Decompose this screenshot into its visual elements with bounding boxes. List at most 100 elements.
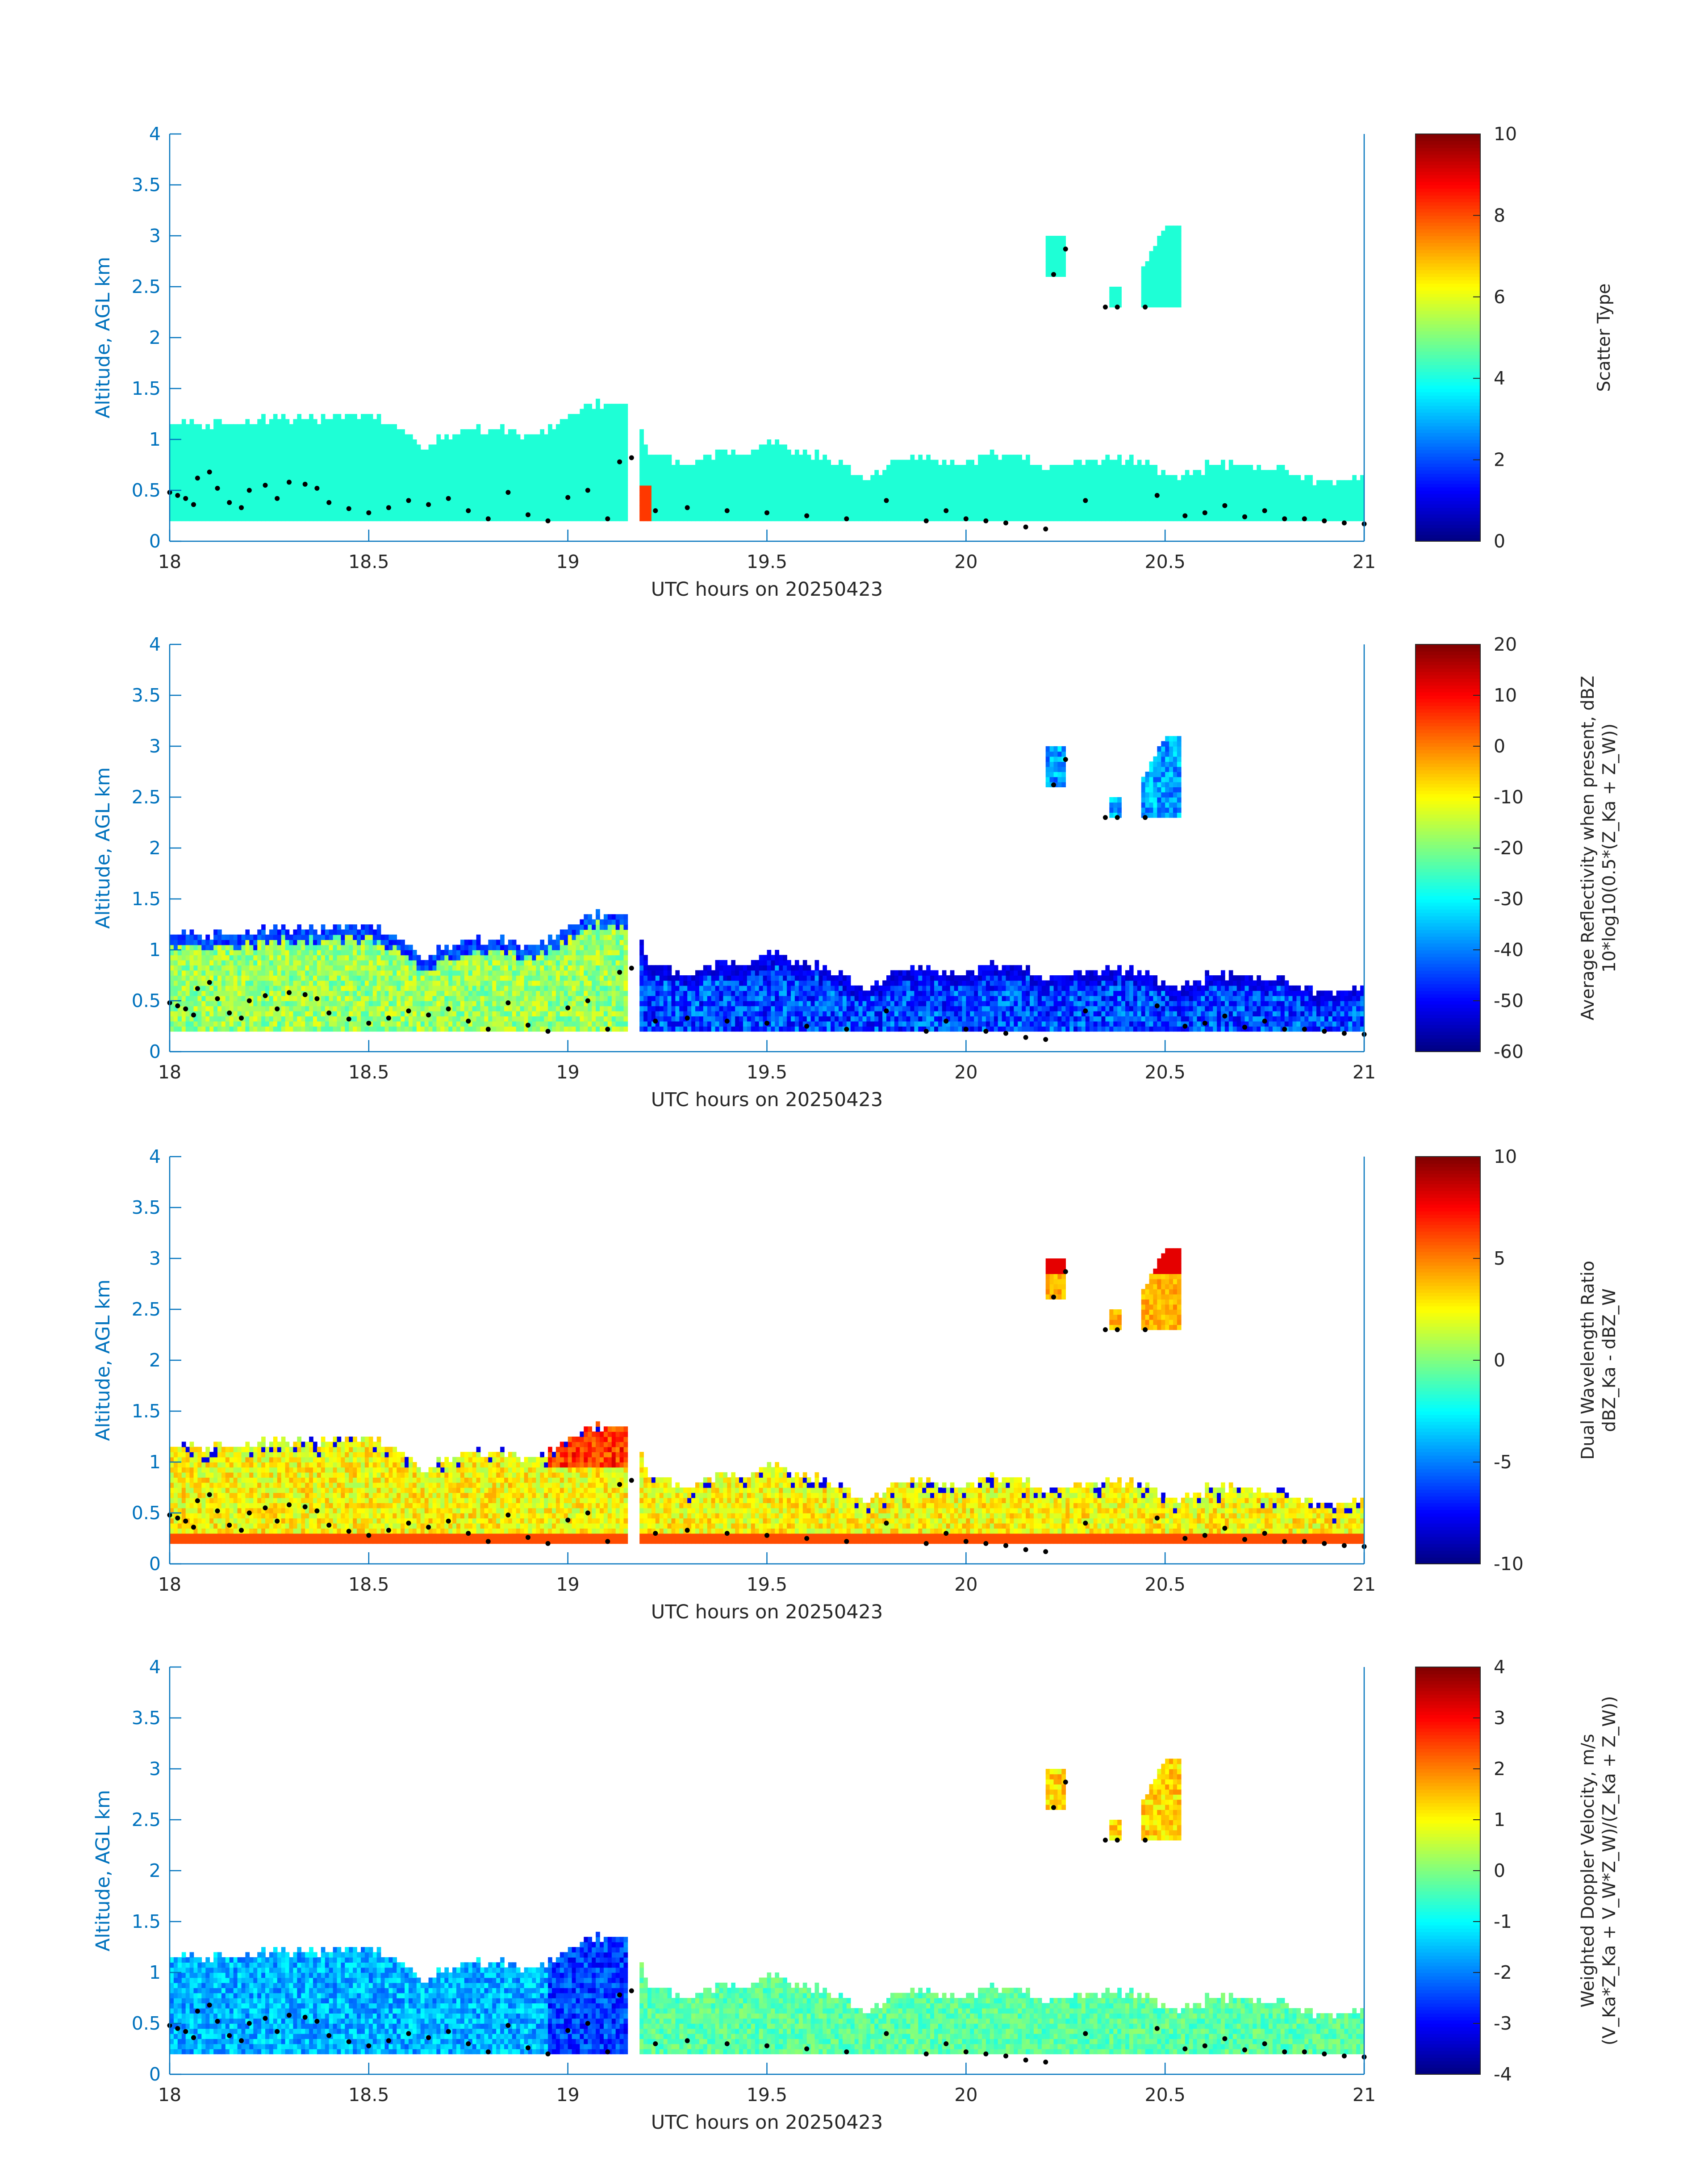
heatmap-cell [603,455,608,460]
heatmap-cell [181,434,186,440]
heatmap-cell [814,510,819,516]
heatmap-cell [1109,485,1114,491]
heatmap-cell [237,434,242,440]
heatmap-cell [667,516,672,522]
heatmap-cell [273,429,278,435]
heatmap-cell [436,475,441,481]
heatmap-cell [540,470,544,476]
heatmap-cell [990,495,994,501]
heatmap-cell [1089,470,1094,476]
heatmap-cell [942,470,947,476]
heatmap-cell [596,444,600,450]
heatmap-cell [914,475,919,481]
heatmap-cell [1332,485,1337,491]
heatmap-cell [1157,485,1161,491]
heatmap-cell [1157,500,1161,506]
heatmap-cell [1010,455,1015,460]
heatmap-cell [691,516,696,522]
heatmap-cell [229,480,234,486]
heatmap-cell [333,419,338,425]
heatmap-cell [814,500,819,506]
heatmap-cell [1030,465,1034,471]
heatmap-cell [1165,506,1169,511]
heatmap-cell [173,990,178,996]
heatmap-cell [1085,510,1090,516]
heatmap-cell [978,516,982,522]
heatmap-cell [1022,516,1026,522]
heatmap-cell [508,485,513,491]
heatmap-cell [1022,480,1026,486]
heatmap-cell [512,475,517,481]
heatmap-cell [205,449,210,455]
heatmap-cell [353,475,357,481]
heatmap-cell [898,500,903,506]
heatmap-cell [384,485,389,491]
heatmap-cell [440,465,445,471]
heatmap-cell [1224,480,1229,486]
heatmap-cell [922,485,927,491]
heatmap-cell [1265,516,1269,522]
heatmap-cell [596,480,600,486]
heatmap-cell [603,419,608,425]
heatmap-cell [1253,470,1257,476]
heatmap-cell [1253,506,1257,511]
heatmap-cell [504,460,509,465]
colorbar-swatch [1416,188,1480,192]
heatmap-cell [496,444,501,450]
heatmap-cell [655,495,660,501]
heatmap-cell [1141,500,1146,506]
heatmap-cell [225,495,230,501]
cloud-base-point [1003,520,1008,526]
heatmap-cell [651,516,656,522]
heatmap-cell [906,500,911,506]
heatmap-cell [321,429,326,435]
heatmap-cell [285,460,290,465]
heatmap-cell [173,460,178,465]
heatmap-cell [1129,490,1134,496]
heatmap-cell [1157,495,1161,501]
heatmap-cell [1213,510,1217,516]
heatmap-cell [492,439,497,445]
heatmap-cell [1221,500,1225,506]
heatmap-cell [361,490,365,496]
heatmap-cell [273,500,278,506]
heatmap-cell [572,449,576,455]
heatmap-cell [580,480,585,486]
heatmap-cell [1109,475,1114,481]
heatmap-cell [217,990,222,996]
heatmap-cell [552,485,556,491]
heatmap-cell [376,490,381,496]
heatmap-cell [779,465,783,471]
heatmap-cell [1197,490,1202,496]
heatmap-cell [1336,495,1341,501]
heatmap-cell [611,424,616,430]
heatmap-cell [496,449,501,455]
heatmap-cell [170,1011,174,1016]
heatmap-cell [170,429,174,435]
heatmap-cell [500,506,505,511]
heatmap-cell [341,434,346,440]
heatmap-cell [703,485,708,491]
heatmap-cell [747,460,752,465]
heatmap-cell [345,485,349,491]
heatmap-cell [1209,465,1213,471]
heatmap-cell [1149,485,1154,491]
heatmap-cell [823,516,827,522]
heatmap-cell [1129,500,1134,506]
heatmap-cell [1257,485,1261,491]
cloud-base-point [685,505,690,510]
heatmap-cell [185,500,190,506]
heatmap-cell [747,516,752,522]
heatmap-cell [942,465,947,471]
heatmap-cell [341,475,346,481]
heatmap-cell [341,419,346,425]
heatmap-cell [401,434,405,440]
heatmap-cell [317,455,322,460]
heatmap-cell [189,465,194,471]
heatmap-cell [301,429,305,435]
heatmap-cell [707,460,712,465]
heatmap-cell [1157,256,1161,262]
heatmap-cell [603,506,608,511]
heatmap-cell [588,449,592,455]
heatmap-cell [1344,506,1349,511]
